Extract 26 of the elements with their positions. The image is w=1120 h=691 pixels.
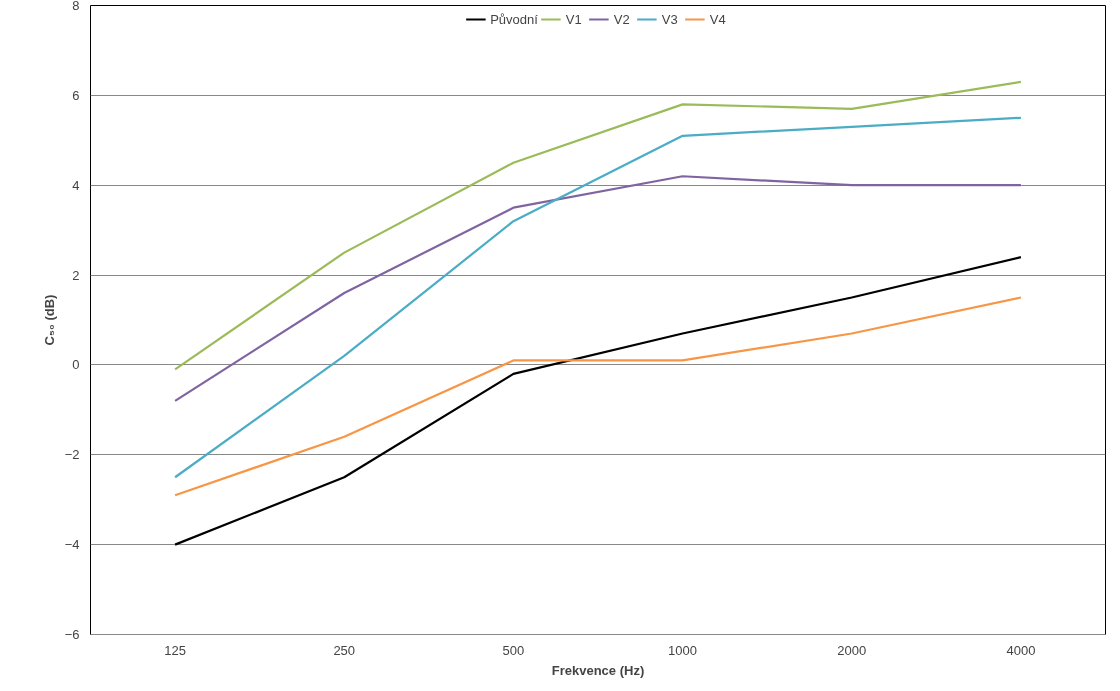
- line-series: [173, 116, 1023, 479]
- y-tick-label: −6: [64, 627, 80, 642]
- y-tick-label: 4: [72, 177, 80, 193]
- legend-label: V4: [709, 11, 727, 27]
- legend-label: V2: [613, 11, 631, 27]
- legend-label: Původní: [490, 11, 538, 27]
- y-tick-label: −4: [64, 537, 80, 553]
- x-tick-label: 500: [502, 642, 525, 658]
- x-axis-title: Frekvence (Hz): [551, 662, 645, 678]
- y-tick-label: 2: [72, 267, 80, 283]
- y-axis-title: C₅₀ (dB): [41, 294, 57, 346]
- legend-label: V3: [661, 11, 679, 27]
- x-tick-label: 2000: [837, 642, 867, 658]
- x-tick-label: 4000: [1006, 642, 1036, 658]
- y-tick-label: −2: [64, 447, 80, 463]
- x-tick-label: 125: [164, 642, 186, 658]
- line-series: [173, 175, 1023, 402]
- y-tick-label: 8: [72, 0, 80, 13]
- legend-label: V1: [565, 11, 583, 27]
- x-tick-label: 1000: [668, 642, 698, 658]
- line-series: [173, 296, 1023, 497]
- x-tick-label: 250: [333, 642, 356, 658]
- y-tick-label: 0: [72, 357, 80, 373]
- line-series: [173, 256, 1023, 546]
- line-series: [173, 80, 1023, 371]
- y-tick-label: 6: [72, 87, 80, 103]
